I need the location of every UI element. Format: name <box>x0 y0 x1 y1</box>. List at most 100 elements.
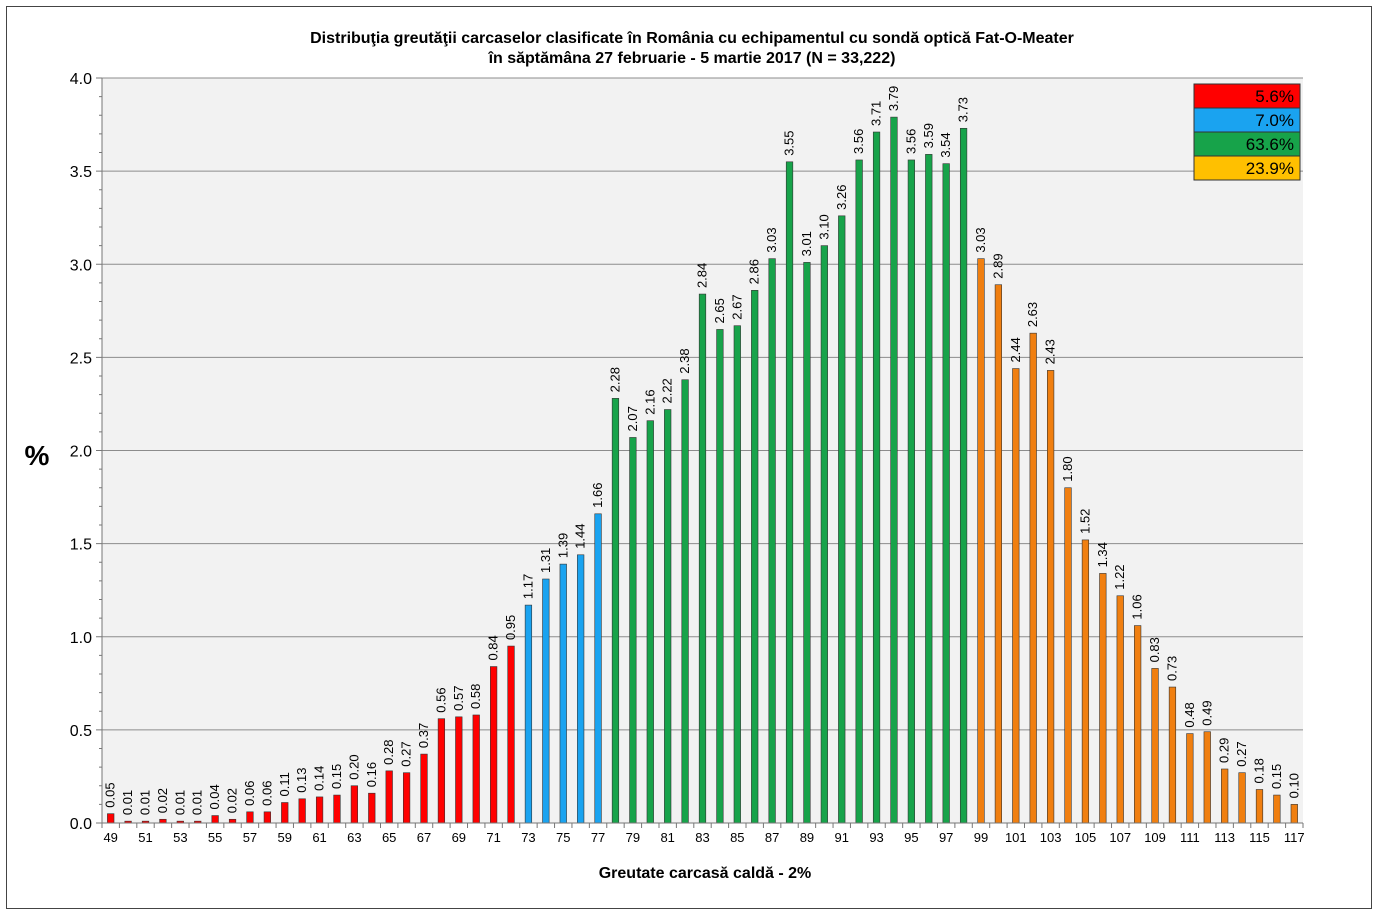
bar <box>1099 573 1107 824</box>
data-label: 1.44 <box>573 523 588 548</box>
x-tick-label: 93 <box>869 830 883 845</box>
y-axis-ticks: 0.0 0.5 1.0 1.5 2.0 2.5 3.0 3.5 4.0 <box>70 71 102 833</box>
x-tick-label: 99 <box>974 830 988 845</box>
data-label: 1.80 <box>1060 456 1075 481</box>
y-tick-label: 0.0 <box>70 816 92 833</box>
legend-swatch <box>1193 107 1301 133</box>
data-label: 2.86 <box>747 259 762 284</box>
bar <box>1047 370 1055 824</box>
data-label: 0.10 <box>1286 773 1301 798</box>
x-tick-label: 61 <box>312 830 326 845</box>
bar <box>733 325 741 824</box>
x-tick-label: 101 <box>1005 830 1027 845</box>
data-label: 0.56 <box>433 687 448 712</box>
data-label: 1.66 <box>590 483 605 508</box>
bar <box>368 792 376 824</box>
data-label: 2.28 <box>607 367 622 392</box>
x-tick-label: 75 <box>556 830 570 845</box>
bar <box>1012 368 1020 824</box>
bar <box>246 811 254 824</box>
bar <box>159 818 167 824</box>
x-tick-label: 63 <box>347 830 361 845</box>
data-label: 0.20 <box>346 754 361 779</box>
x-tick-label: 59 <box>278 830 292 845</box>
data-label: 1.17 <box>520 574 535 599</box>
bar <box>698 293 707 824</box>
data-label: 1.52 <box>1077 509 1092 534</box>
data-label: 3.03 <box>973 227 988 252</box>
y-tick-label: 1.5 <box>70 537 92 554</box>
x-tick-label: 95 <box>904 830 918 845</box>
data-label: 2.16 <box>642 389 657 414</box>
data-label: 3.26 <box>834 185 849 210</box>
bar <box>298 798 306 824</box>
chart-subtitle: în săptămâna 27 februarie - 5 martie 201… <box>488 50 896 67</box>
x-tick-label: 115 <box>1249 830 1270 845</box>
bar <box>577 554 585 824</box>
data-label: 0.57 <box>451 686 466 711</box>
data-label: 0.29 <box>1217 738 1232 763</box>
bar <box>1116 595 1124 824</box>
bar <box>559 563 567 824</box>
bar <box>629 437 637 824</box>
data-label: 0.02 <box>155 788 170 813</box>
legend-label: 5.6% <box>1255 87 1294 106</box>
bar <box>994 284 1003 824</box>
x-tick-label: 67 <box>417 830 431 845</box>
data-label: 0.27 <box>399 741 414 766</box>
data-label: 2.44 <box>1008 337 1023 362</box>
bar <box>751 290 759 824</box>
data-label: 3.71 <box>869 101 884 126</box>
data-label: 3.54 <box>938 132 953 157</box>
x-tick-label: 55 <box>208 830 222 845</box>
x-tick-label: 71 <box>486 830 500 845</box>
x-tick-label: 81 <box>660 830 674 845</box>
x-tick-label: 87 <box>765 830 779 845</box>
data-label: 0.14 <box>312 766 327 791</box>
data-label: 2.38 <box>677 348 692 373</box>
bar <box>1221 768 1229 824</box>
legend-label: 7.0% <box>1255 111 1294 130</box>
bar <box>1255 789 1264 824</box>
y-tick-label: 1.0 <box>70 630 92 647</box>
x-tick-label: 83 <box>695 830 709 845</box>
data-label: 0.84 <box>486 635 501 660</box>
data-label: 0.13 <box>294 767 309 792</box>
bar <box>333 794 341 824</box>
x-tick-label: 79 <box>626 830 640 845</box>
bar <box>872 131 881 824</box>
bar <box>925 154 933 824</box>
y-axis-title: % <box>25 440 50 471</box>
bar <box>315 796 324 824</box>
data-label: 0.01 <box>172 790 187 815</box>
data-label: 2.22 <box>660 378 675 403</box>
bar <box>820 245 828 824</box>
data-label: 0.01 <box>120 790 135 815</box>
bar <box>420 753 428 824</box>
y-tick-label: 4.0 <box>70 71 92 88</box>
bar <box>1029 332 1037 824</box>
bar <box>1064 487 1072 824</box>
bar <box>385 770 393 824</box>
bar <box>281 802 289 824</box>
x-axis-ticks: 49 51 53 55 57 59 61 63 65 67 69 71 73 75 77 79 81 83 85 87… <box>101 823 1305 845</box>
bar <box>490 666 498 824</box>
data-label: 0.15 <box>1269 764 1284 789</box>
bar <box>1151 668 1159 824</box>
legend-label: 23.9% <box>1246 159 1294 178</box>
y-tick-label: 3.5 <box>70 164 92 181</box>
data-label: 3.56 <box>851 129 866 154</box>
bar <box>1134 625 1142 824</box>
data-label: 3.56 <box>903 129 918 154</box>
bar <box>107 813 115 824</box>
legend: 5.6% 7.0% 63.6% 23.9% <box>1193 83 1301 181</box>
data-label: 0.05 <box>103 782 118 807</box>
data-label: 1.39 <box>555 533 570 558</box>
data-label: 0.28 <box>381 740 396 765</box>
y-tick-label: 0.5 <box>70 723 92 740</box>
data-label: 0.95 <box>503 615 518 640</box>
bar <box>1081 539 1090 824</box>
x-tick-label: 51 <box>138 830 152 845</box>
y-tick-label: 3.0 <box>70 257 92 274</box>
bar <box>768 258 776 824</box>
